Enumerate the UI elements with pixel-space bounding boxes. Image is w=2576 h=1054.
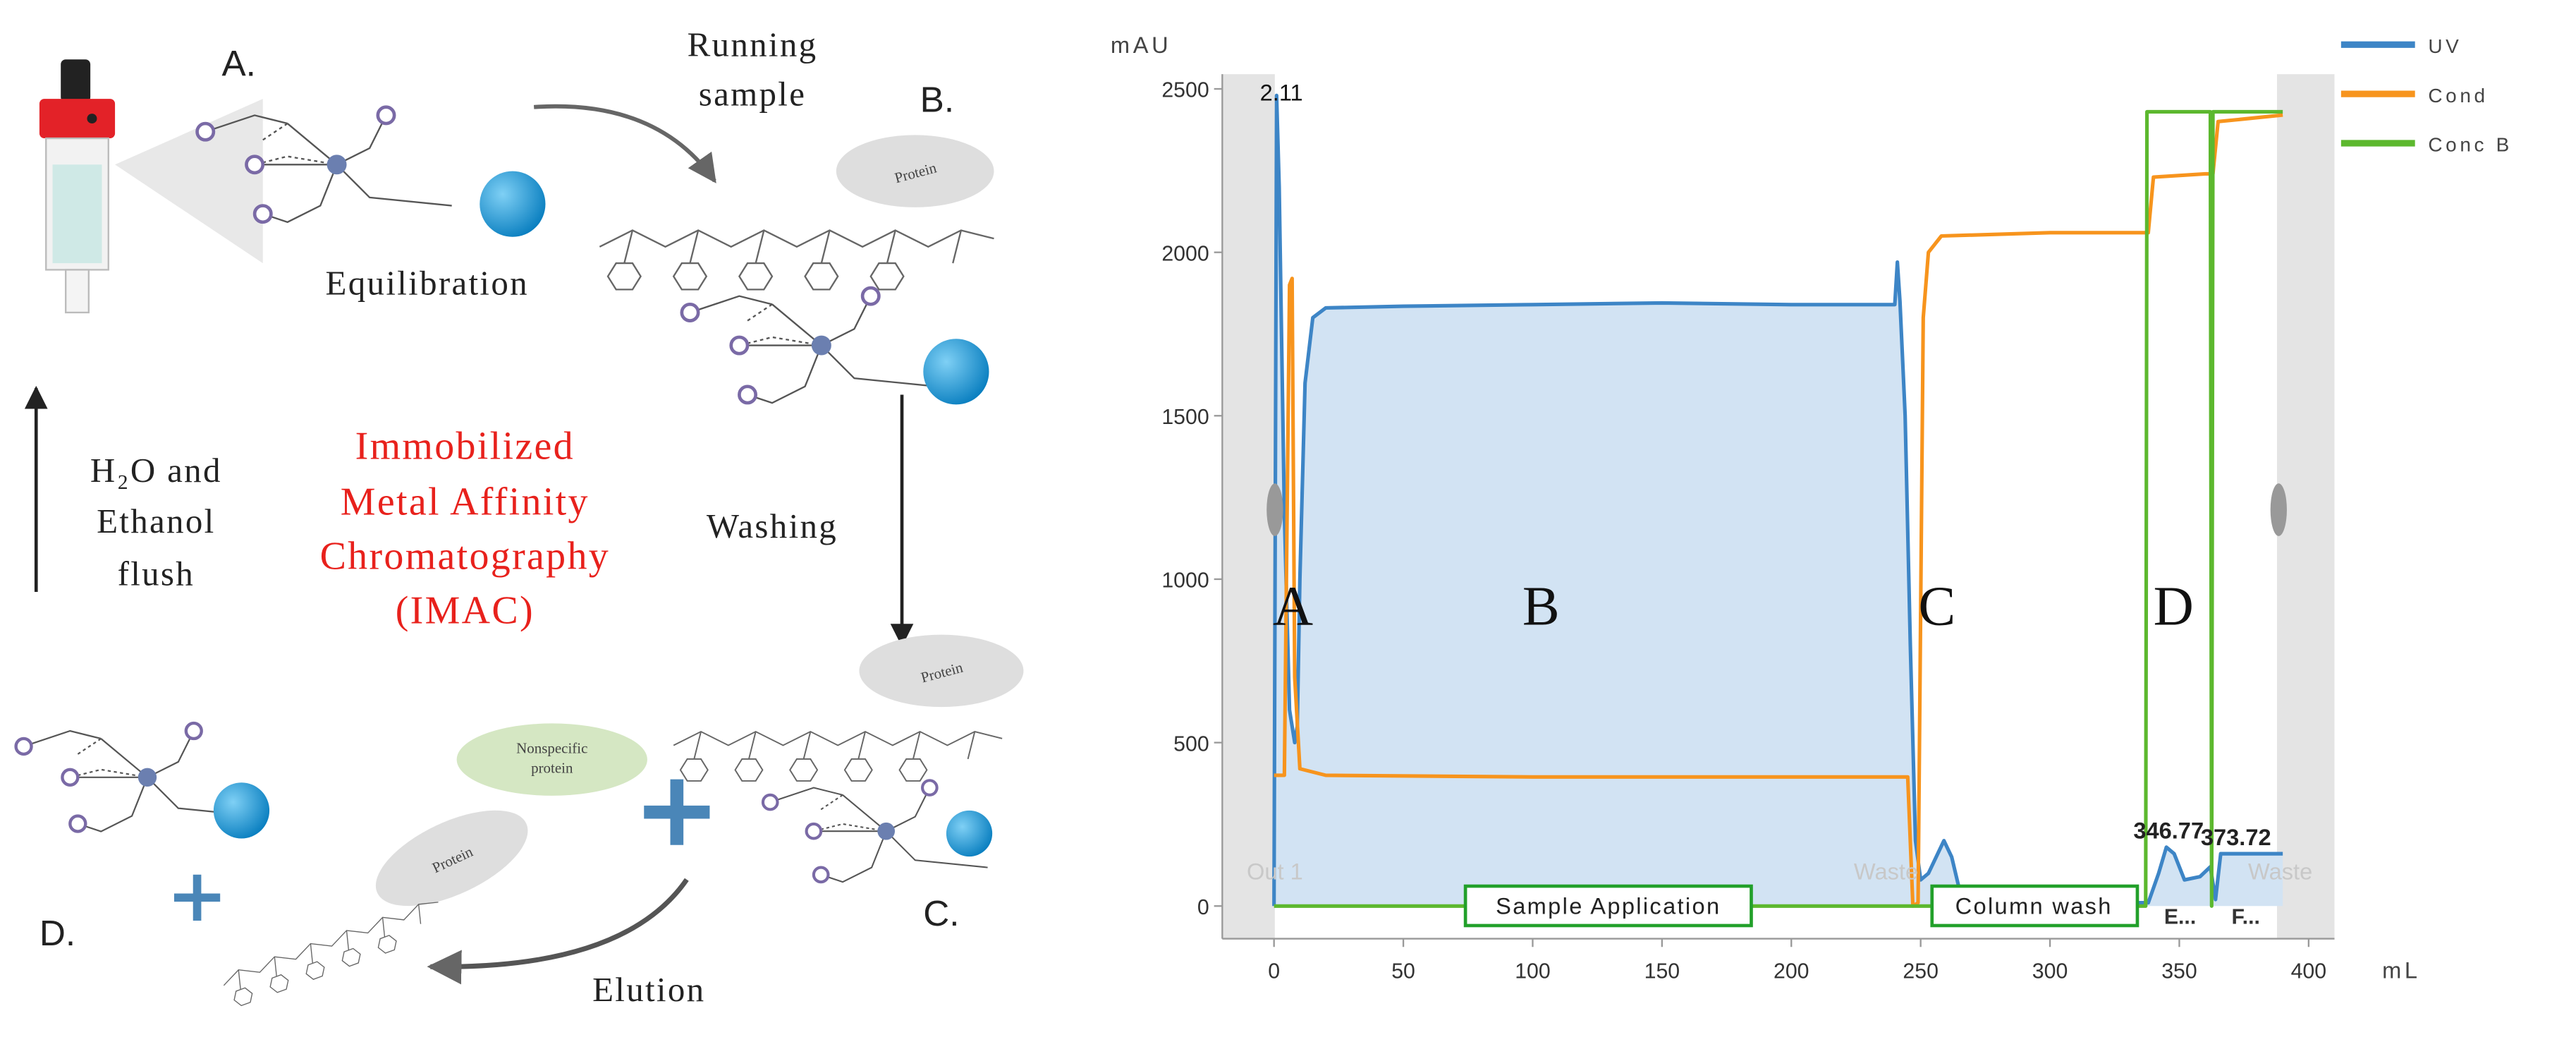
zoom-cone xyxy=(115,99,263,264)
title-text: Chromatography xyxy=(320,534,610,578)
legend-label: UV xyxy=(2428,35,2462,57)
x-tick-label: 0 xyxy=(1268,960,1280,983)
step-label: D. xyxy=(39,913,75,953)
bead xyxy=(213,782,270,839)
phase-label: D xyxy=(2154,576,2194,638)
protein xyxy=(836,135,994,207)
series-line xyxy=(1274,109,2283,908)
polymer xyxy=(673,731,1003,782)
legend-label: Conc B xyxy=(2428,134,2513,156)
protein xyxy=(375,810,528,907)
step-text: Running xyxy=(688,25,818,64)
title-text: (IMAC) xyxy=(396,588,535,632)
annotation: Sample Application xyxy=(1496,893,1721,919)
shaded-region xyxy=(1222,74,1275,939)
bead xyxy=(946,810,993,857)
fraction-label: E... xyxy=(2164,906,2196,929)
polymer xyxy=(599,229,995,291)
y-tick-label: 1000 xyxy=(1161,569,1209,593)
fraction-label: Out 1 xyxy=(1247,859,1303,885)
plus xyxy=(173,874,221,921)
chelate xyxy=(682,288,936,403)
column xyxy=(39,59,116,314)
phase-label: A xyxy=(1273,576,1313,638)
protein xyxy=(859,634,1024,708)
arrow xyxy=(427,878,689,985)
peak-label: 2.11 xyxy=(1260,79,1303,105)
y-tick-label: 500 xyxy=(1173,732,1209,756)
annotation-box xyxy=(1930,884,2139,928)
title-text: Metal Affinity xyxy=(341,480,590,524)
chart: mAU mL A B C D Sample Application Column… xyxy=(1111,32,2513,983)
step-text: Elution xyxy=(592,970,705,1009)
phase-label: B xyxy=(1522,576,1560,638)
x-tick-label: 400 xyxy=(2291,960,2326,983)
nonspecific-label: protein xyxy=(531,759,573,776)
fraction-label: Waste xyxy=(2248,859,2312,885)
step-text: Washing xyxy=(707,507,838,545)
nonspecific-label: Nonspecific xyxy=(516,739,587,756)
series-line xyxy=(1272,93,2283,907)
y-tick-label: 0 xyxy=(1197,896,1209,919)
flush-text: H₂O and xyxy=(90,451,222,490)
x-tick-label: 150 xyxy=(1644,960,1680,983)
title-text: Immobilized xyxy=(355,424,575,468)
bead xyxy=(480,171,546,237)
peak-label: 373.72 xyxy=(2201,824,2271,850)
step-text: Equilibration xyxy=(326,263,529,302)
x-axis-label: mL xyxy=(2382,957,2421,983)
legend: UV Cond Conc B xyxy=(2340,35,2513,156)
step-label: B. xyxy=(920,80,954,120)
x-tick-label: 50 xyxy=(1391,960,1415,983)
area xyxy=(1274,95,2283,907)
flush-text: Ethanol xyxy=(97,502,215,540)
diagram: A. Equilibration Running sample B. Prote… xyxy=(16,25,1024,1010)
peak-label: 346.77 xyxy=(2133,817,2204,843)
polymer xyxy=(219,897,450,1010)
fraction-label: F... xyxy=(2232,906,2260,929)
plus xyxy=(644,779,710,845)
x-tick-label: 300 xyxy=(2032,960,2068,983)
x-tick-label: 200 xyxy=(1774,960,1809,983)
phase-label: C xyxy=(1918,576,1955,638)
x-tick-label: 350 xyxy=(2161,960,2197,983)
bead xyxy=(923,339,989,405)
step-text: sample xyxy=(699,74,807,113)
nonspecific-protein xyxy=(456,723,647,796)
handle xyxy=(2270,483,2287,536)
legend-label: Cond xyxy=(2428,85,2488,107)
fraction-label: Waste xyxy=(1854,859,1918,885)
step-label: C. xyxy=(923,893,959,933)
annotation: Column wash xyxy=(1955,893,2113,919)
x-tick-label: 250 xyxy=(1903,960,1938,983)
handle xyxy=(1266,483,1283,536)
step-label: A. xyxy=(222,43,256,83)
y-tick-label: 2000 xyxy=(1161,242,1209,265)
x-tick-label: 100 xyxy=(1515,960,1551,983)
y-tick-label: 1500 xyxy=(1161,406,1209,429)
y-tick-label: 2500 xyxy=(1161,79,1209,102)
arrow xyxy=(533,104,716,183)
flush-text: flush xyxy=(118,555,195,593)
annotation-box xyxy=(1463,884,1753,928)
y-axis-label: mAU xyxy=(1111,32,1171,58)
